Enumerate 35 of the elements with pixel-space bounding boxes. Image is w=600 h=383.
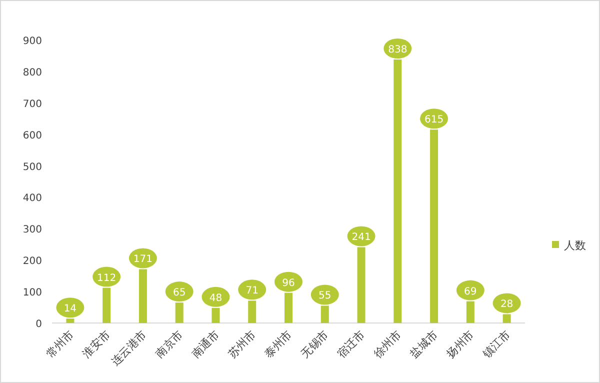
x-tick-label: 苏州市 xyxy=(226,328,258,360)
y-tick-label: 800 xyxy=(22,67,42,78)
y-tick-label: 300 xyxy=(22,224,42,236)
data-label: 615 xyxy=(424,114,444,126)
y-tick-label: 0 xyxy=(36,319,42,330)
x-tick-label: 镇江市 xyxy=(480,328,513,362)
data-label: 112 xyxy=(97,272,116,284)
data-label: 71 xyxy=(246,286,258,297)
data-label: 14 xyxy=(64,304,77,315)
y-tick-label: 500 xyxy=(22,162,42,173)
x-tick-label: 扬州市 xyxy=(444,328,477,360)
y-tick-label: 100 xyxy=(22,288,42,299)
data-label: 48 xyxy=(209,292,222,304)
data-label: 96 xyxy=(282,278,295,289)
data-label: 28 xyxy=(500,299,514,310)
x-tick-label: 泰州市 xyxy=(262,328,295,360)
y-tick-label: 900 xyxy=(22,36,42,47)
y-tick-label: 600 xyxy=(22,130,42,142)
x-tick-label: 盐城市 xyxy=(408,328,440,360)
y-tick-label: 200 xyxy=(22,256,42,268)
legend-label: 人数 xyxy=(564,239,586,252)
data-label: 838 xyxy=(388,44,408,56)
y-tick-label: 700 xyxy=(22,98,42,110)
data-label: 241 xyxy=(352,232,371,244)
x-tick-label: 南京市 xyxy=(152,328,186,360)
x-tick-label: 南通市 xyxy=(189,328,222,360)
x-tick-label: 宿迁市 xyxy=(334,328,368,360)
x-tick-label: 无锡市 xyxy=(298,328,332,360)
data-label: 55 xyxy=(318,290,332,302)
y-tick-label: 400 xyxy=(22,193,42,204)
data-label: 65 xyxy=(172,288,186,299)
data-label: 171 xyxy=(133,254,153,266)
data-label: 69 xyxy=(464,286,477,298)
x-tick-label: 徐州市 xyxy=(371,328,404,360)
x-tick-label: 常州市 xyxy=(44,328,76,360)
